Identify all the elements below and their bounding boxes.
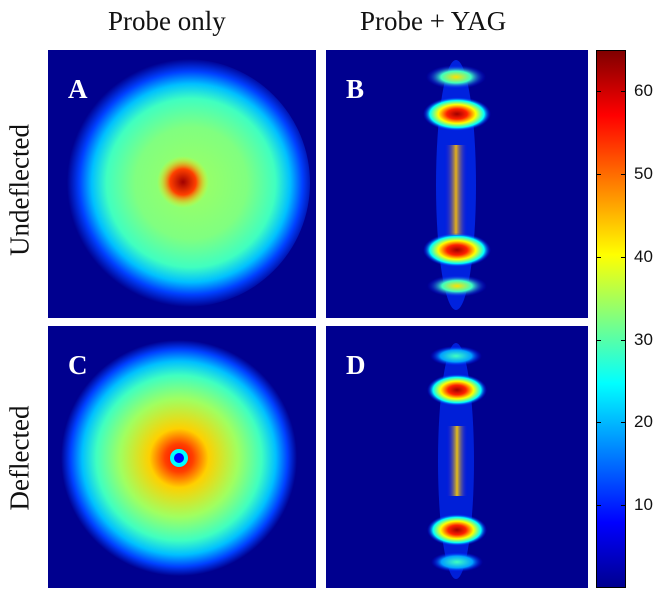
panel-label-d: D (346, 350, 366, 380)
panel-a: A (48, 50, 316, 318)
panel-label-a: A (68, 74, 88, 104)
panel-d: D (326, 326, 588, 588)
panel-a-image (48, 50, 316, 318)
row-title-deflected: Deflected (4, 405, 35, 511)
panel-b: B (326, 50, 588, 318)
panel-c-image (48, 326, 316, 588)
column-title-probe-only: Probe only (108, 6, 226, 36)
colorbar-tick-label: 60 (634, 81, 653, 101)
colorbar-tick-label: 50 (634, 164, 653, 184)
panel-c: C (48, 326, 316, 588)
colorbar-tick-label: 40 (634, 246, 653, 266)
panel-d-image (326, 326, 588, 588)
row-title-undeflected: Undeflected (4, 124, 35, 256)
colorbar-tick-label: 20 (634, 412, 653, 432)
panel-b-image (326, 50, 588, 318)
column-title-probe-yag: Probe + YAG (360, 6, 507, 36)
panel-label-c: C (68, 350, 88, 380)
colorbar-tick-label: 30 (634, 329, 653, 349)
colorbar-tick-label: 10 (634, 495, 653, 515)
colorbar (596, 50, 626, 588)
panel-label-b: B (346, 74, 365, 104)
